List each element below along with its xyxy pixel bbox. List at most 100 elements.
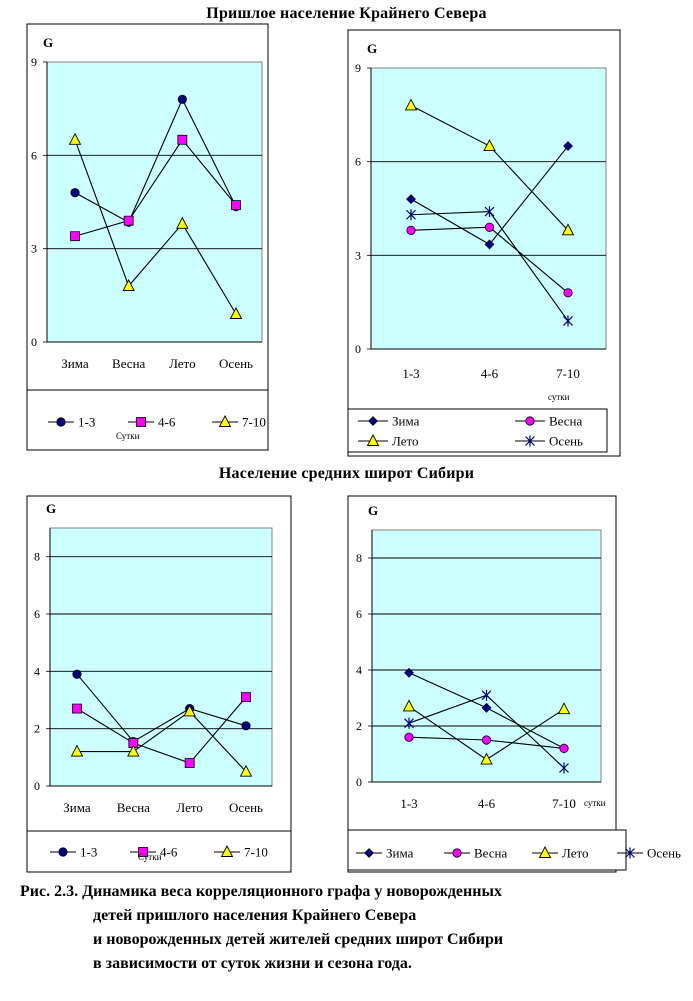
legend-label: Лето [392,434,419,449]
y-tick-label: 9 [355,61,361,75]
y-tick-label: 4 [356,663,362,677]
y-tick-label: 8 [34,550,40,564]
legend-label: Весна [549,414,582,429]
data-point-0-2 [177,94,187,104]
data-point-2-1 [127,744,140,757]
data-point-3-2 [563,315,573,327]
series-line-1 [74,138,237,237]
x-tick-label: Лето [169,356,196,371]
legend-label: Весна [474,846,507,861]
legend-marker-3 [525,435,535,447]
legend-marker-2 [538,846,552,858]
series-line-2 [77,710,247,773]
caption-line-4: в зависимости от суток жизни и сезона го… [93,955,412,972]
y-tick-label: 0 [31,335,37,349]
x-tick-label: Лето [176,800,203,815]
data-point-3-0 [406,209,416,221]
legend-label: 4-6 [158,415,176,430]
data-point-2-0 [68,132,82,145]
legend-label: 4-6 [160,845,178,860]
series-line-2 [74,139,237,315]
plot-area [49,527,273,787]
data-point-2-2 [176,216,189,229]
legend-label: Осень [647,846,681,861]
data-point-1-0 [70,231,80,242]
data-point-1-0 [406,225,416,235]
y-axis-label: G [46,501,56,516]
legend-label: 7-10 [242,415,266,430]
data-point-0-0 [404,667,414,678]
caption-line-3: и новорожденных детей жителей средних ши… [93,931,504,948]
y-tick-label: 0 [356,775,362,789]
data-point-1-2 [559,743,569,754]
y-tick-label: 2 [34,722,40,736]
data-point-1-1 [481,735,492,745]
y-tick-label: 8 [356,551,362,565]
x-tick-label: 1-3 [402,366,419,381]
legend-marker-1 [136,417,146,427]
y-tick-label: 6 [31,148,37,162]
legend-title: Сутки [116,431,140,441]
data-point-2-2 [183,704,196,717]
legend-box [347,408,608,453]
data-point-1-0 [72,703,82,714]
legend-marker-1 [138,847,148,857]
data-point-1-1 [123,215,134,226]
x-tick-label: Осень [219,356,253,371]
data-point-0-0 [72,669,82,679]
y-axis-label: G [368,503,378,518]
y-tick-label: 4 [34,664,40,678]
legend-marker-2 [220,845,234,857]
chart-north-seasons: 0 3 6 9G Зима Весна Лето Осень 1-3 4-6 7-10 Сутки [26,23,269,451]
x-tick-label: Зима [63,800,91,815]
data-point-2-1 [480,752,493,765]
data-point-3-2 [559,762,569,774]
x-tick-label: 4-6 [481,366,499,381]
y-tick-label: 6 [356,607,362,621]
legend-box [347,829,627,871]
chart-siberia-days: 0 2 4 6 8 G 1-3 4-6 7-10 сутки Зима Весна Лето Осень [347,495,681,873]
y-tick-label: 3 [31,242,37,256]
legend-marker-3 [625,847,635,859]
legend-marker-2 [218,415,232,427]
legend-marker-0 [56,417,66,427]
legend-label: 1-3 [80,845,97,860]
data-point-2-0 [70,744,84,757]
plot-area [46,61,263,343]
x-tick-label: 7-10 [552,796,576,811]
data-point-2-1 [122,279,135,291]
data-point-2-1 [483,139,496,152]
y-axis-label: G [43,35,53,50]
legend-label: Зима [392,414,420,429]
data-point-1-0 [404,732,414,742]
y-tick-label: 3 [355,248,361,262]
data-point-0-3 [241,721,251,731]
x-tick-label: Весна [117,800,150,815]
legend-marker-0 [364,848,374,858]
caption-line-1: Рис. 2.3. Динамика веса корреляционного … [20,883,502,900]
data-point-0-2 [563,141,573,151]
y-tick-label: 6 [34,607,40,621]
data-point-3-1 [484,206,495,218]
data-point-2-0 [402,699,416,712]
y-tick-label: 0 [34,779,40,793]
legend-marker-1 [525,416,535,426]
legend-title: Сутки [138,852,162,862]
x-tick-label: Весна [112,356,145,371]
data-point-1-3 [241,692,251,703]
legend-label: Зима [386,846,414,861]
series-line-1 [76,696,247,764]
chart-siberia-seasons: 0 2 4 6 8 G Зима Весна Лето Осень 1-3 4-6 7-10 Сутки [26,495,292,873]
data-point-3-1 [481,689,492,701]
legend-marker-0 [58,847,68,857]
x-tick-label: 4-6 [478,796,496,811]
legend-marker-1 [452,848,462,858]
legend-box [26,389,269,451]
legend-label: 7-10 [244,845,268,860]
figure-caption: Рис. 2.3. Динамика веса корреляционного … [20,880,680,976]
section-title-siberia: Население средних широт Сибири [218,465,475,482]
data-point-0-1 [484,239,495,250]
x-tick-label: 7-10 [556,366,580,381]
x-tick-label: Осень [229,800,263,815]
data-point-1-3 [231,200,241,211]
